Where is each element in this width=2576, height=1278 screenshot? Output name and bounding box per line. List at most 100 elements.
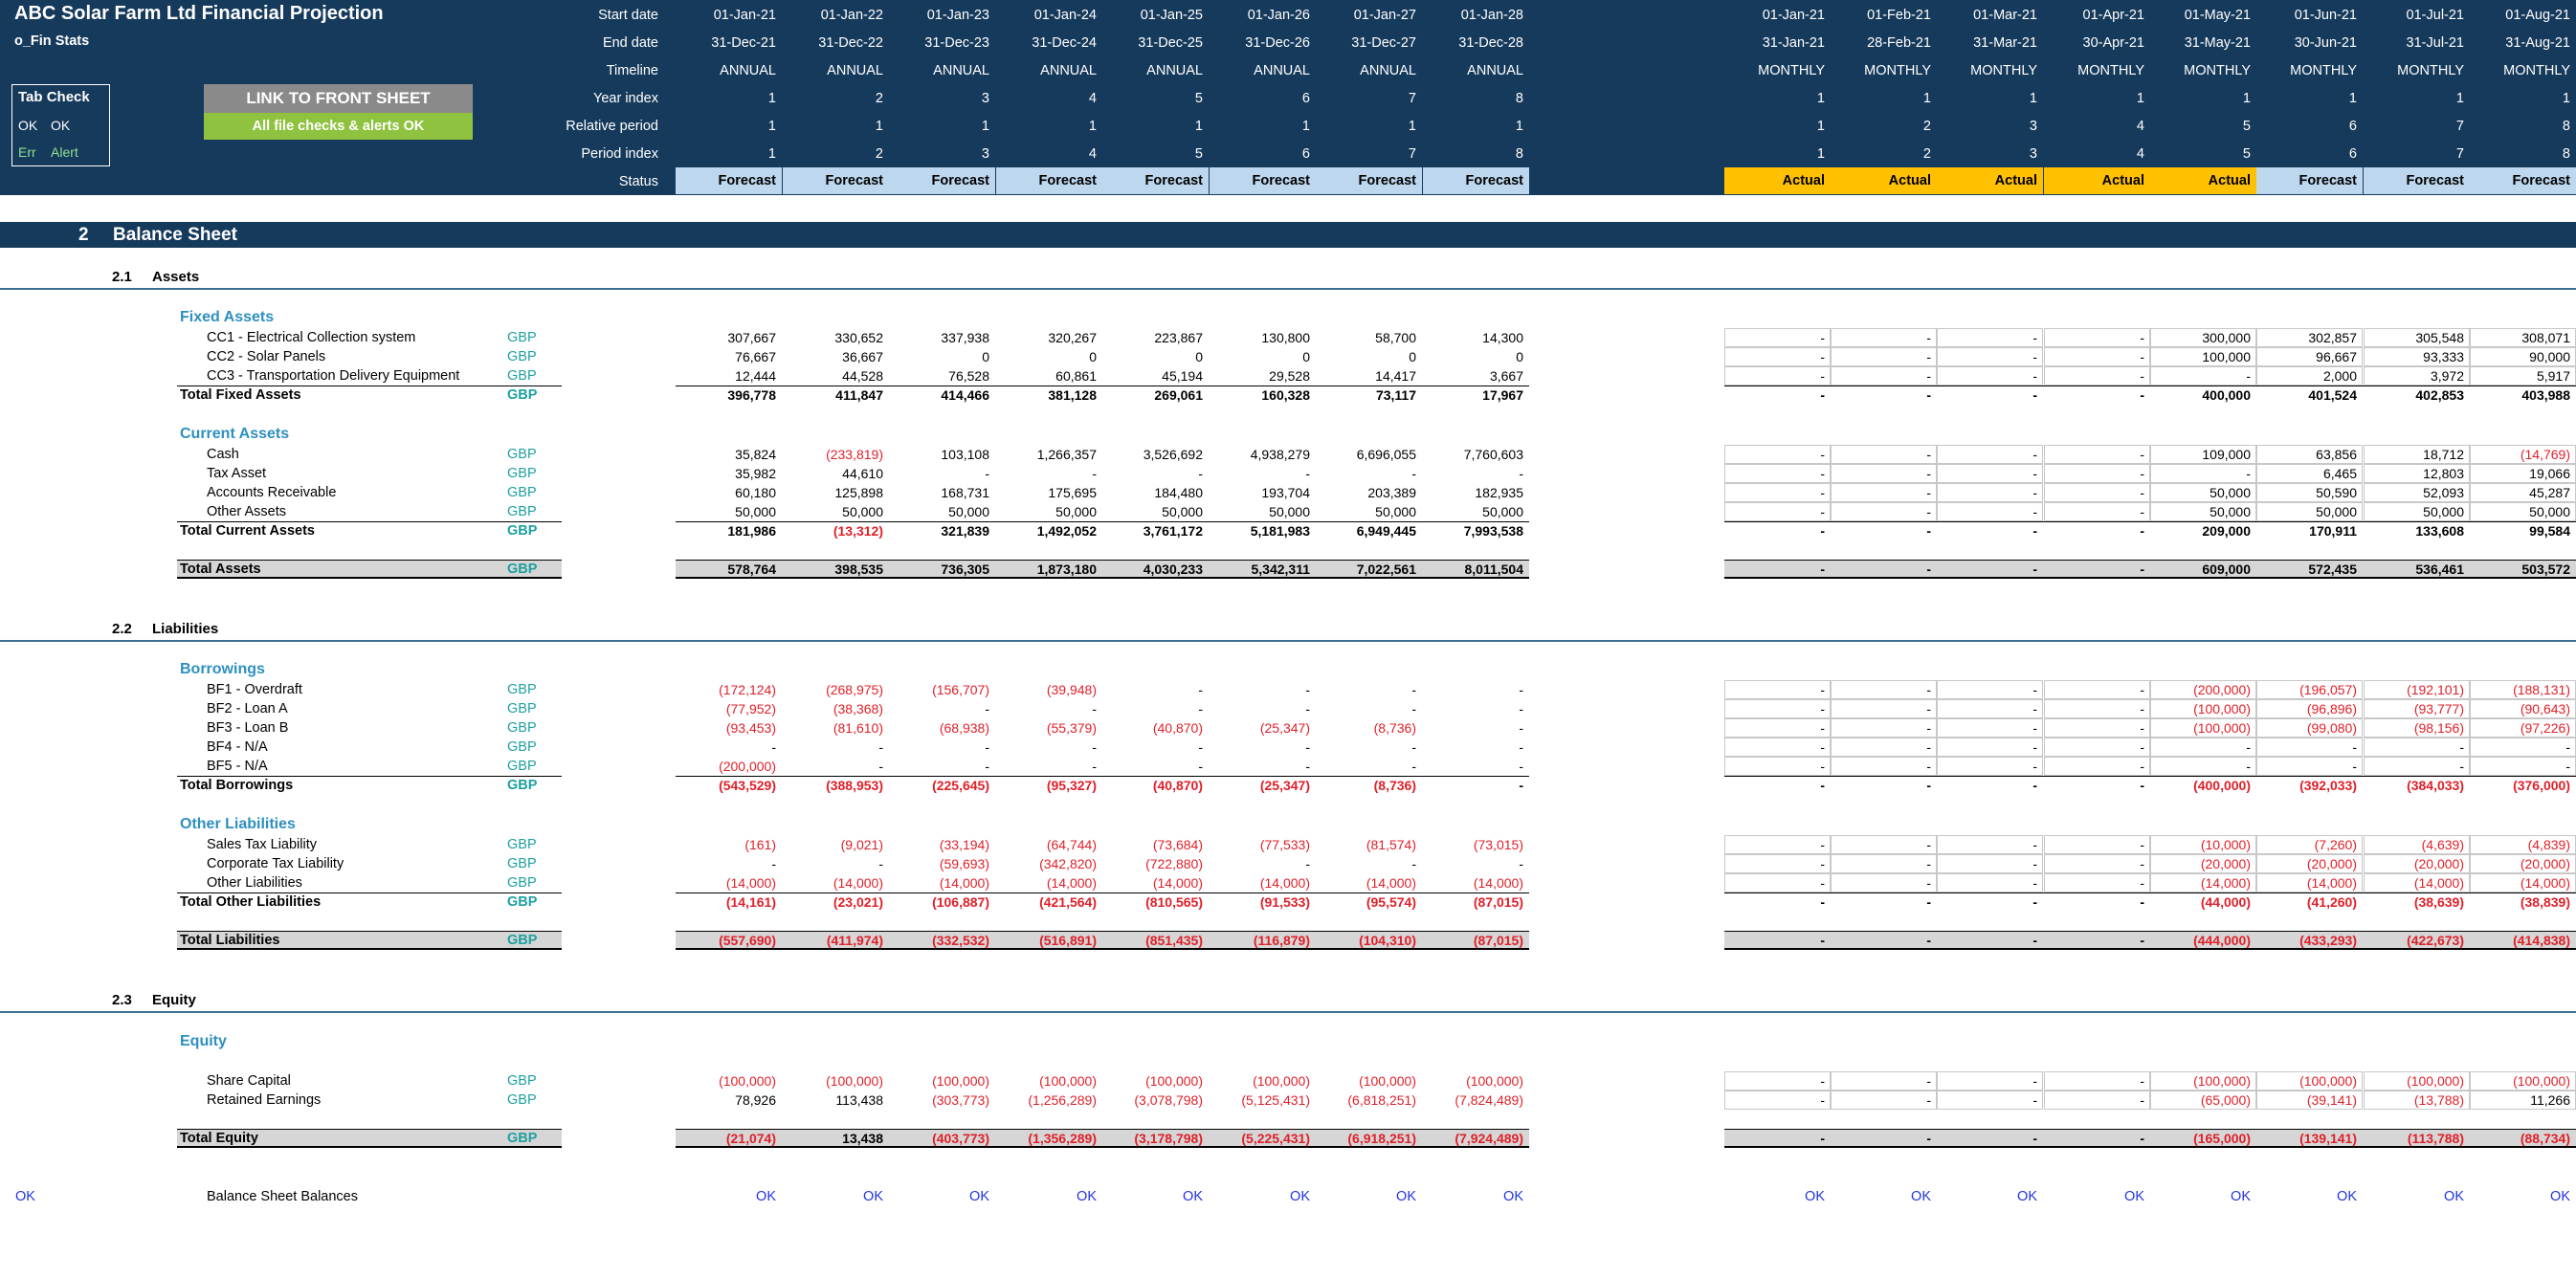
- input-cell[interactable]: [1724, 699, 1831, 718]
- input-cell[interactable]: [1937, 835, 2043, 854]
- input-cell[interactable]: [2364, 680, 2470, 699]
- input-cell[interactable]: [2044, 483, 2150, 502]
- input-cell[interactable]: [1724, 1091, 1831, 1110]
- input-cell[interactable]: [2256, 347, 2363, 366]
- input-cell[interactable]: [1724, 347, 1831, 366]
- input-cell[interactable]: [2364, 1091, 2470, 1110]
- input-cell[interactable]: [1831, 699, 1937, 718]
- input-cell[interactable]: [2256, 328, 2363, 347]
- input-cell[interactable]: [2364, 445, 2470, 464]
- input-cell[interactable]: [1937, 873, 2043, 892]
- input-cell[interactable]: [2364, 464, 2470, 483]
- input-cell[interactable]: [1937, 464, 2043, 483]
- input-cell[interactable]: [1937, 738, 2043, 757]
- input-cell[interactable]: [1937, 854, 2043, 873]
- input-cell[interactable]: [2256, 757, 2363, 776]
- input-cell[interactable]: [1831, 328, 1937, 347]
- input-cell[interactable]: [1937, 502, 2043, 521]
- input-cell[interactable]: [1724, 502, 1831, 521]
- input-cell[interactable]: [2150, 347, 2256, 366]
- input-cell[interactable]: [2364, 483, 2470, 502]
- input-cell[interactable]: [2044, 1091, 2150, 1110]
- input-cell[interactable]: [1937, 718, 2043, 738]
- input-cell[interactable]: [1831, 873, 1937, 892]
- input-cell[interactable]: [2044, 757, 2150, 776]
- input-cell[interactable]: [2256, 483, 2363, 502]
- input-cell[interactable]: [2150, 835, 2256, 854]
- input-cell[interactable]: [1724, 328, 1831, 347]
- input-cell[interactable]: [1831, 464, 1937, 483]
- input-cell[interactable]: [1937, 1071, 2043, 1091]
- input-cell[interactable]: [2044, 854, 2150, 873]
- input-cell[interactable]: [1831, 854, 1937, 873]
- input-cell[interactable]: [2364, 854, 2470, 873]
- input-cell[interactable]: [2150, 757, 2256, 776]
- input-cell[interactable]: [1724, 680, 1831, 699]
- input-cell[interactable]: [1937, 328, 2043, 347]
- input-cell[interactable]: [2044, 738, 2150, 757]
- input-cell[interactable]: [2150, 1091, 2256, 1110]
- input-cell[interactable]: [1831, 366, 1937, 386]
- input-cell[interactable]: [1831, 835, 1937, 854]
- input-cell[interactable]: [2044, 680, 2150, 699]
- input-cell[interactable]: [1724, 757, 1831, 776]
- input-cell[interactable]: [2044, 366, 2150, 386]
- input-cell[interactable]: [1831, 680, 1937, 699]
- input-cell[interactable]: [2364, 366, 2470, 386]
- input-cell[interactable]: [2044, 835, 2150, 854]
- input-cell[interactable]: [2044, 873, 2150, 892]
- input-cell[interactable]: [2150, 718, 2256, 738]
- input-cell[interactable]: [1937, 680, 2043, 699]
- input-cell[interactable]: [2364, 873, 2470, 892]
- input-cell[interactable]: [2256, 738, 2363, 757]
- input-cell[interactable]: [2150, 328, 2256, 347]
- input-cell[interactable]: [2364, 1071, 2470, 1091]
- input-cell[interactable]: [1724, 738, 1831, 757]
- input-cell[interactable]: [2256, 464, 2363, 483]
- input-cell[interactable]: [2256, 680, 2363, 699]
- input-cell[interactable]: [1724, 854, 1831, 873]
- input-cell[interactable]: [1724, 445, 1831, 464]
- input-cell[interactable]: [2364, 347, 2470, 366]
- input-cell[interactable]: [2150, 1071, 2256, 1091]
- input-cell[interactable]: [2256, 1071, 2363, 1091]
- input-cell[interactable]: [2256, 502, 2363, 521]
- input-cell[interactable]: [1937, 699, 2043, 718]
- input-cell[interactable]: [2044, 445, 2150, 464]
- input-cell[interactable]: [1937, 757, 2043, 776]
- input-cell[interactable]: [2150, 680, 2256, 699]
- input-cell[interactable]: [2150, 502, 2256, 521]
- input-cell[interactable]: [2364, 738, 2470, 757]
- input-cell[interactable]: [2044, 718, 2150, 738]
- input-cell[interactable]: [2256, 1091, 2363, 1110]
- input-cell[interactable]: [2256, 873, 2363, 892]
- input-cell[interactable]: [2044, 464, 2150, 483]
- input-cell[interactable]: [1831, 1091, 1937, 1110]
- input-cell[interactable]: [2150, 483, 2256, 502]
- input-cell[interactable]: [2256, 699, 2363, 718]
- input-cell[interactable]: [1831, 347, 1937, 366]
- input-cell[interactable]: [1831, 502, 1937, 521]
- input-cell[interactable]: [2364, 718, 2470, 738]
- input-cell[interactable]: [2150, 445, 2256, 464]
- input-cell[interactable]: [1937, 1091, 2043, 1110]
- input-cell[interactable]: [2150, 873, 2256, 892]
- input-cell[interactable]: [1724, 1071, 1831, 1091]
- input-cell[interactable]: [2364, 835, 2470, 854]
- input-cell[interactable]: [2256, 718, 2363, 738]
- input-cell[interactable]: [2044, 328, 2150, 347]
- link-to-front-sheet-button[interactable]: LINK TO FRONT SHEET: [204, 84, 473, 113]
- input-cell[interactable]: [1831, 718, 1937, 738]
- input-cell[interactable]: [1937, 366, 2043, 386]
- input-cell[interactable]: [2044, 347, 2150, 366]
- input-cell[interactable]: [1831, 757, 1937, 776]
- input-cell[interactable]: [2044, 1071, 2150, 1091]
- input-cell[interactable]: [2256, 835, 2363, 854]
- input-cell[interactable]: [2256, 366, 2363, 386]
- input-cell[interactable]: [1724, 873, 1831, 892]
- input-cell[interactable]: [2044, 502, 2150, 521]
- input-cell[interactable]: [1937, 445, 2043, 464]
- input-cell[interactable]: [2150, 854, 2256, 873]
- input-cell[interactable]: [1724, 835, 1831, 854]
- input-cell[interactable]: [2150, 738, 2256, 757]
